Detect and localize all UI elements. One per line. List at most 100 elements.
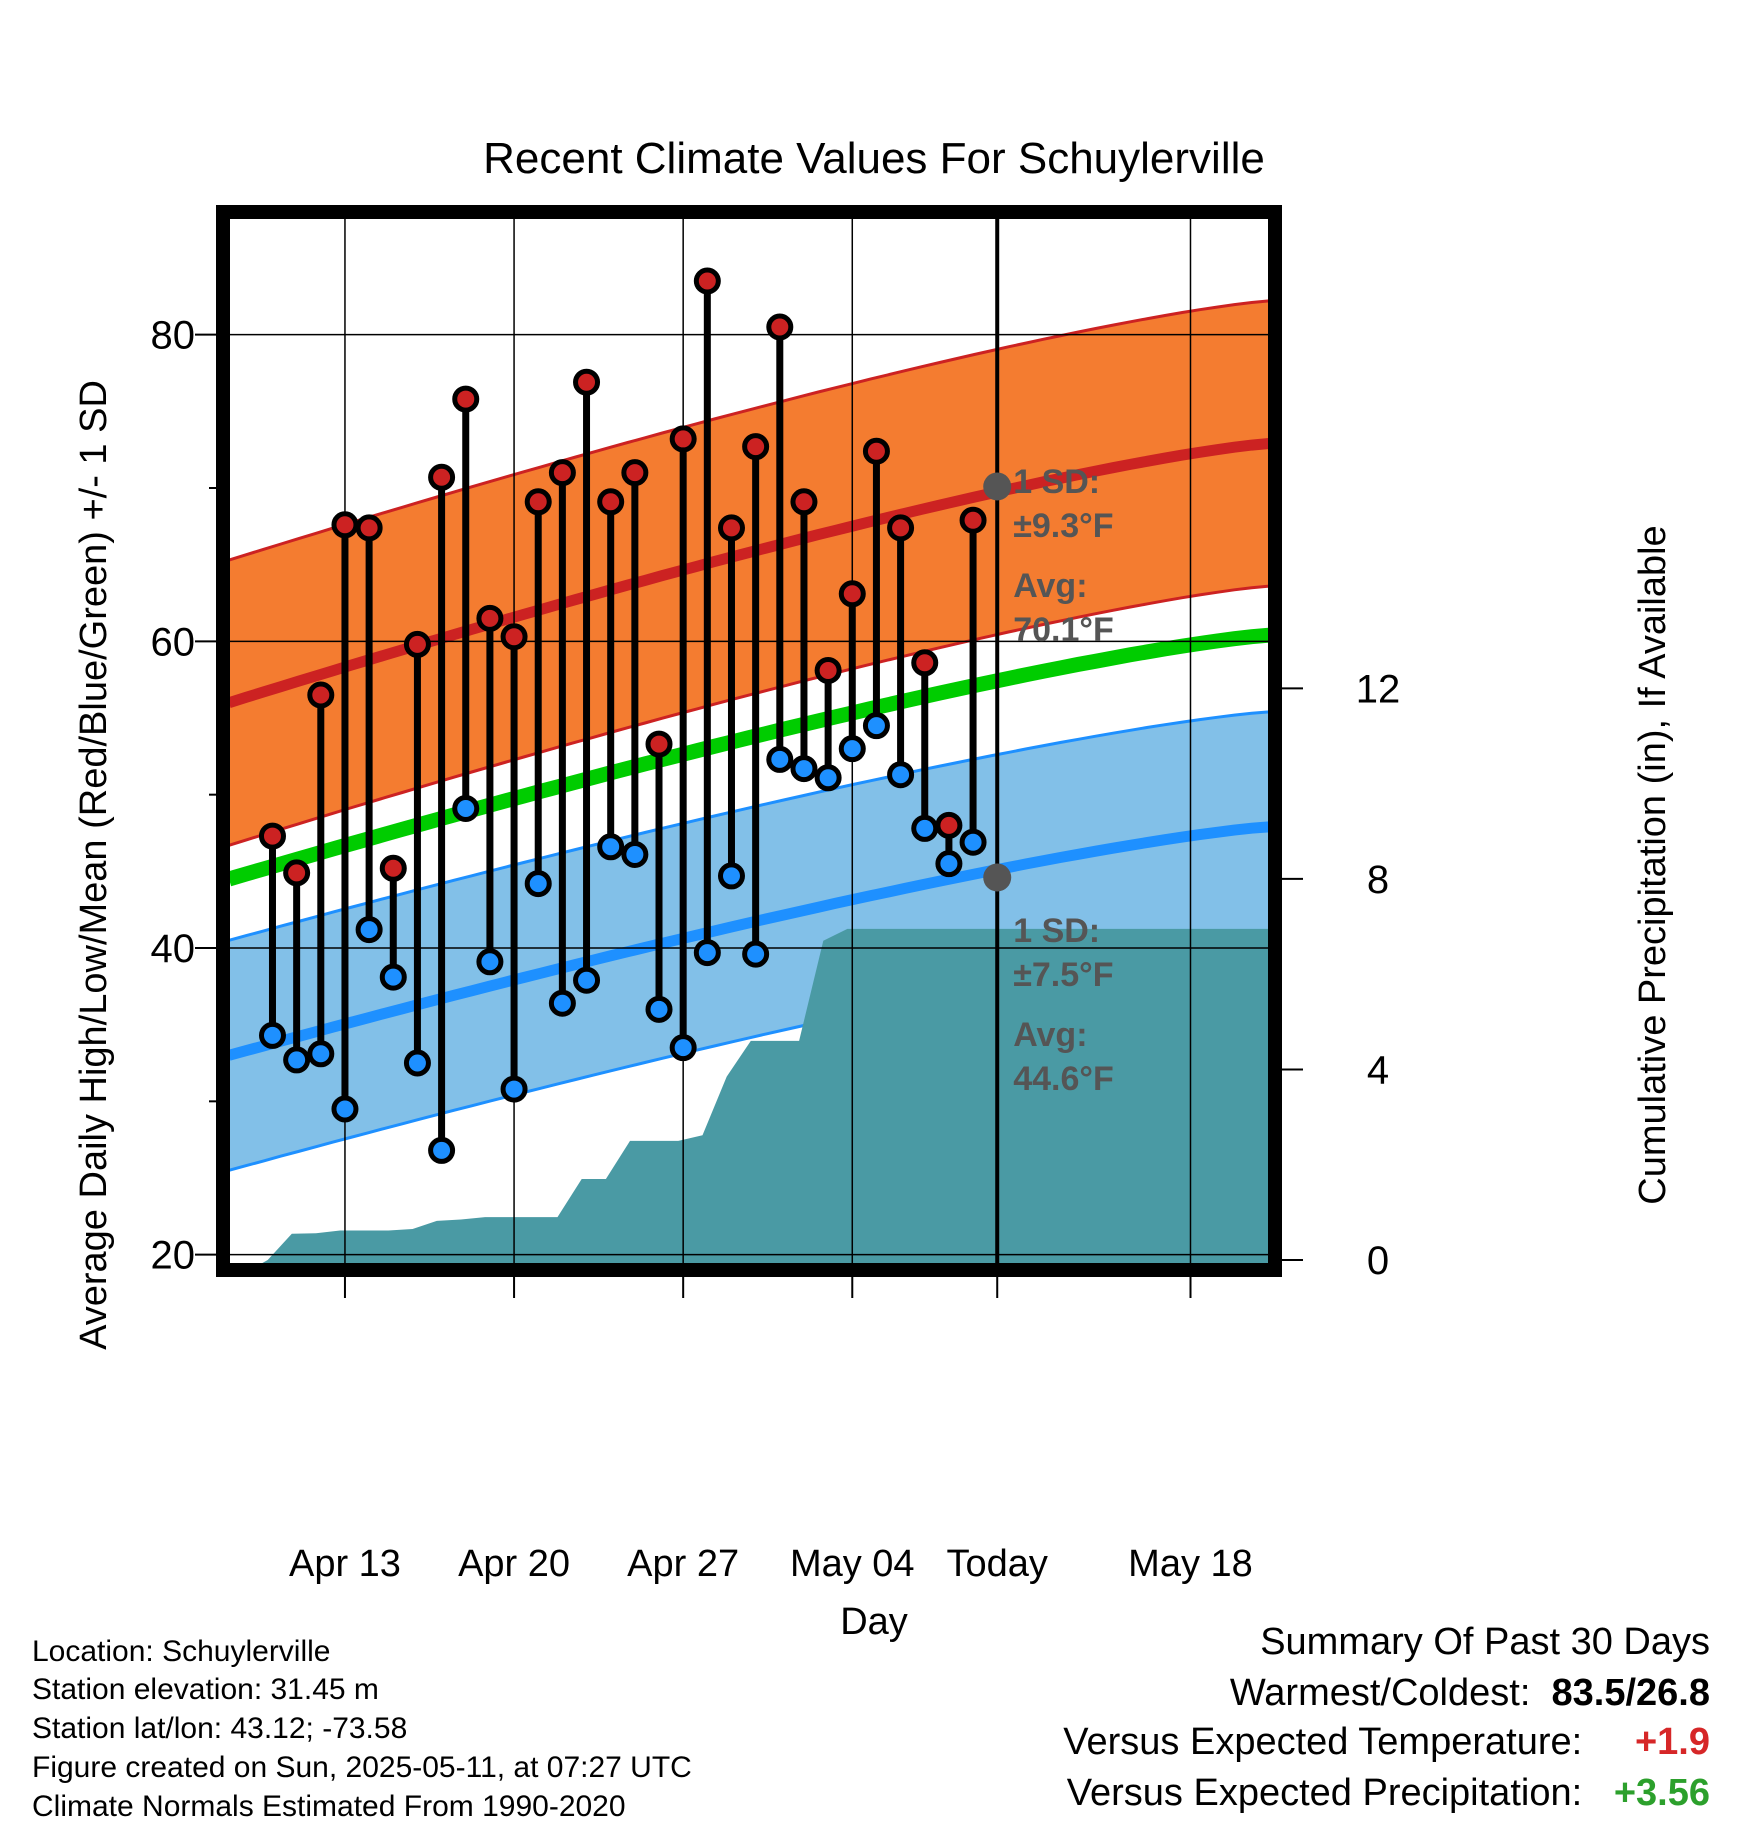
daily-high-point [621,459,649,487]
y-axis-label: Average Daily High/Low/Mean (Red/Blue/Gr… [73,380,115,1350]
station-location: Location: Schuylerville [32,1635,331,1668]
daily-high-point [428,463,456,491]
warmest-coldest-value: 83.5/26.8 [1551,1672,1710,1714]
low-avg-annotation: 44.6°F [1013,1060,1114,1098]
x-tick-label: Today [947,1543,1048,1585]
daily-low-point [790,755,818,783]
daily-high-point [597,488,625,516]
daily-low-point [452,794,480,822]
low-avg-annotation: Avg: [1013,1016,1087,1054]
daily-low-point [669,1034,697,1062]
warmest-coldest-label: Warmest/Coldest: [1229,1672,1531,1714]
y2-axis-label: Cumulative Precipitation (in), If Availa… [1632,525,1674,1204]
daily-low-point [935,850,963,878]
y-tick-label: 40 [151,927,196,971]
high-sd-annotation: 1 SD: [1013,463,1100,501]
daily-low-point [838,735,866,763]
y2-tick-label: 12 [1356,667,1401,711]
daily-high-point [766,313,794,341]
daily-low-point [379,963,407,991]
daily-low-point [307,1040,335,1068]
daily-low-point [573,966,601,994]
today-normal-high-marker [983,472,1012,501]
daily-low-point [766,745,794,773]
daily-high-point [307,681,335,709]
daily-high-point [355,514,383,542]
daily-high-point [838,580,866,608]
daily-high-point [403,630,431,658]
high-avg-annotation: 70.1°F [1013,611,1114,649]
summary-temperature: Versus Expected Temperature: +1.9 [1063,1722,1710,1762]
low-sd-annotation: 1 SD: [1013,912,1100,950]
precip-area [249,928,1269,1270]
daily-low-point [959,828,987,856]
low-sd-annotation: ±7.5°F [1013,956,1113,994]
y-tick-label: 20 [151,1234,196,1278]
plot-frame [216,205,1282,1277]
normal-low-band-upper [228,710,1270,942]
daily-low-point [428,1136,456,1164]
daily-low-point [693,939,721,967]
normal-high-line [227,438,1270,708]
daily-low-point [283,1046,311,1074]
daily-low-point [524,870,552,898]
temperature-label: Versus Expected Temperature: [1063,1721,1583,1763]
daily-high-point [645,730,673,758]
daily-high-point [379,854,407,882]
today-normal-low-marker [983,863,1012,892]
daily-low-point [621,840,649,868]
daily-low-point [717,862,745,890]
summary-precipitation: Versus Expected Precipitation: +3.56 [1067,1773,1710,1813]
daily-high-point [911,649,939,677]
daily-high-point [476,604,504,632]
daily-low-point [887,761,915,789]
daily-high-point [331,511,359,539]
daily-high-point [959,506,987,534]
chart-title: Recent Climate Values For Schuylerville [483,134,1265,183]
daily-low-point [355,916,383,944]
daily-high-point [887,514,915,542]
daily-low-point [911,814,939,842]
summary-title: Summary Of Past 30 Days [1260,1621,1710,1663]
daily-high-point [693,267,721,295]
x-tick-label: Apr 13 [289,1543,401,1585]
y-tick-label: 60 [151,620,196,664]
summary-warmest-coldest: Warmest/Coldest: 83.5/26.8 [1230,1673,1710,1713]
high-sd-annotation: ±9.3°F [1013,507,1113,545]
daily-high-point [669,425,697,453]
normal-high-band-lower [228,584,1270,847]
daily-high-point [283,859,311,887]
daily-high-point [258,822,286,850]
daily-high-point [452,385,480,413]
daily-low-point [500,1075,528,1103]
daily-high-point [548,459,576,487]
daily-high-point [814,656,842,684]
plot-area: 1 SD: ±9.3°F Avg: 70.1°F 1 SD: ±7.5°F Avg: 44.6… [151,205,1401,1585]
daily-high-point [524,488,552,516]
daily-low-point [862,712,890,740]
daily-low-point [331,1095,359,1123]
daily-high-point [573,368,601,396]
daily-low-point [814,764,842,792]
daily-low-point [476,948,504,976]
station-elevation: Station elevation: 31.45 m [32,1673,379,1706]
daily-low-point [742,940,770,968]
plot-clip-group: 1 SD: ±9.3°F Avg: 70.1°F 1 SD: ±7.5°F Avg: 44.6… [223,212,1275,1464]
daily-high-point [790,488,818,516]
precipitation-label: Versus Expected Precipitation: [1066,1772,1583,1814]
daily-high-point [862,437,890,465]
high-avg-annotation: Avg: [1013,567,1087,605]
y2-tick-label: 8 [1367,858,1389,902]
normal-low-line [227,821,1270,1061]
daily-high-point [935,811,963,839]
days-annotation: Days [1009,1426,1090,1464]
precipitation-value: +3.56 [1613,1772,1710,1814]
figure-created: Figure created on Sun, 2025-05-11, at 07… [32,1751,692,1784]
daily-low-point [645,995,673,1023]
daily-high-point [717,514,745,542]
y2-tick-label: 0 [1367,1239,1389,1283]
daily-low-point [403,1049,431,1077]
climate-normals-note: Climate Normals Estimated From 1990-2020 [32,1790,626,1823]
normal-high-band-upper [228,299,1270,562]
